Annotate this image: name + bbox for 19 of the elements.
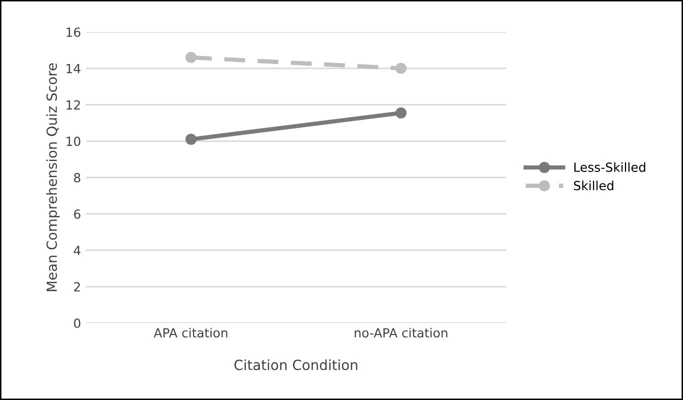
x-tick-label: APA citation [154, 328, 228, 338]
legend-label: Skilled [574, 180, 614, 190]
y-tick-label: 6 [74, 209, 80, 219]
y-axis-title: Mean Comprehension Quiz Score [46, 63, 60, 292]
point [395, 107, 407, 118]
y-tick-label: 16 [66, 27, 80, 37]
y-tick-label: 0 [74, 318, 80, 328]
y-tick-label: 14 [66, 64, 80, 74]
point [185, 134, 197, 145]
y-tick-label: 10 [66, 136, 80, 146]
legend-label: Less-Skilled [574, 162, 646, 172]
point [395, 62, 407, 74]
y-tick-label: 12 [66, 100, 80, 110]
y-tick-label: 8 [74, 172, 80, 182]
x-axis-title: Citation Condition [234, 359, 358, 370]
y-tick-label: 2 [74, 282, 80, 292]
x-tick-label: no-APA citation [354, 328, 448, 338]
point [185, 52, 197, 64]
y-tick-label: 4 [74, 246, 80, 255]
